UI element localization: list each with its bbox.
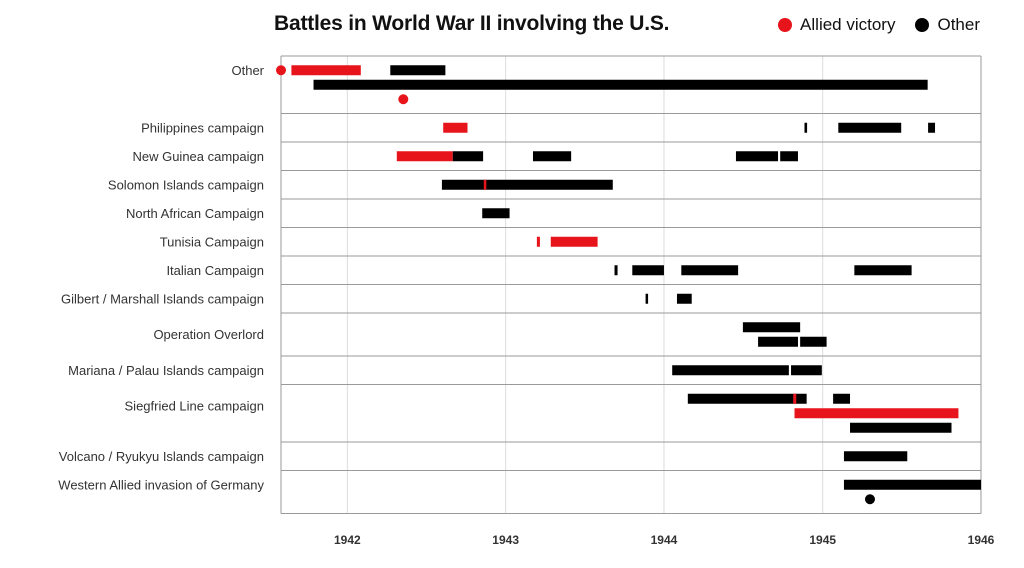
row-label: Solomon Islands campaign [108,177,264,192]
x-tick-label: 1942 [334,533,361,547]
battle-bar [632,265,664,276]
battle-bar [758,336,798,347]
grid-layer [280,55,982,514]
battle-bar [550,236,598,247]
legend-label-other: Other [937,15,980,34]
battle-bar [833,393,851,404]
battle-bar [687,393,807,404]
row-label: Tunisia Campaign [160,234,264,249]
battle-bar [780,151,798,162]
timeline-row: Operation Overlord [153,322,827,347]
row-label: Italian Campaign [166,263,264,278]
x-tick-label: 1946 [968,533,995,547]
battle-bar [738,151,779,162]
row-label: Siegfried Line campaign [125,399,264,414]
battle-bar [742,322,801,333]
x-tick-label: 1944 [651,533,678,547]
battle-bar [614,265,618,276]
battle-bar [854,265,912,276]
row-label: New Guinea campaign [132,149,264,164]
battle-bar [794,408,959,419]
timeline-row: Mariana / Palau Islands campaign [68,363,822,378]
timeline-row: New Guinea campaign [132,149,798,164]
x-tick-label: 1943 [492,533,519,547]
battle-bar [800,336,827,347]
battle-bar [928,122,936,133]
battle-bar [483,179,487,190]
legend-item-allied: Allied victory [778,15,895,35]
battle-bar [645,293,649,304]
chart-title: Battles in World War II involving the U.… [274,12,670,35]
battle-bar [804,122,808,133]
battle-bar [441,179,613,190]
battle-bar [681,265,739,276]
timeline-row: Tunisia Campaign [160,234,598,249]
row-label: Gilbert / Marshall Islands campaign [61,291,264,306]
timeline-row: Siegfried Line campaign [125,393,959,433]
x-axis: 1942 1943 1944 1945 1946 [281,513,995,547]
row-label: Western Allied invasion of Germany [58,477,264,492]
battle-bar [452,151,484,162]
battle-bar [291,65,361,76]
timeline-row: Western Allied invasion of Germany [58,477,981,505]
row-label: Volcano / Ryukyu Islands campaign [59,449,264,464]
battle-bar [676,293,692,304]
timeline-row: Gilbert / Marshall Islands campaign [61,291,692,306]
row-label: Mariana / Palau Islands campaign [68,363,264,378]
legend-label-allied: Allied victory [800,15,896,34]
battle-bar [838,122,902,133]
battle-bar [791,365,822,376]
battle-bar [390,65,446,76]
timeline-row: Philippines campaign [141,120,936,135]
battle-bar [313,79,928,90]
row-label: North African Campaign [126,206,264,221]
battle-point [276,65,286,76]
row-label: Other [231,63,264,78]
battle-bar [536,236,540,247]
battle-bar [443,122,468,133]
battle-bar [850,422,952,433]
rows-layer: Other Philippines campaign New Guinea camp… [58,63,981,505]
battle-bar [482,208,510,219]
battle-point [864,494,875,505]
battle-bar [843,451,908,462]
battle-bar [396,151,453,162]
row-label: Operation Overlord [153,327,264,342]
row-label: Philippines campaign [141,120,264,135]
legend: Allied victory Other [758,15,980,35]
timeline-row: Other [231,63,928,105]
legend-swatch-allied [778,18,793,32]
timeline-row: Volcano / Ryukyu Islands campaign [59,449,908,464]
legend-item-other: Other [915,15,980,35]
battle-bar [793,393,797,404]
battle-point [398,94,409,105]
battle-bar [843,479,981,490]
battle-bar [672,365,789,376]
timeline-row: Solomon Islands campaign [108,177,613,192]
timeline-row: Italian Campaign [166,263,912,278]
x-tick-label: 1945 [809,533,836,547]
legend-swatch-other [915,18,930,32]
battle-bar [735,151,739,162]
battle-bar [532,151,572,162]
timeline-row: North African Campaign [126,206,510,221]
